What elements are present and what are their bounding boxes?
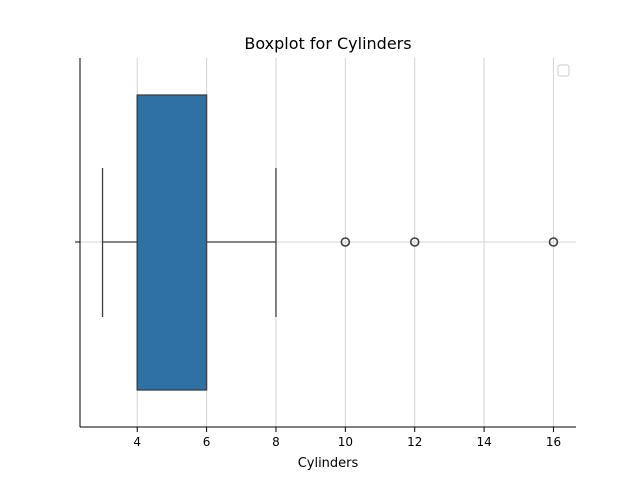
x-tick-label-6: 6: [203, 435, 211, 449]
x-tick-label-8: 8: [272, 435, 280, 449]
legend-box: [557, 64, 570, 77]
x-tick-label-16: 16: [546, 435, 561, 449]
axes: [75, 58, 576, 428]
x-tick-label-14: 14: [476, 435, 491, 449]
outlier-point-12: [409, 237, 420, 247]
x-tick-label-12: 12: [407, 435, 422, 449]
outlier-point-16: [548, 237, 559, 247]
x-tick-label-10: 10: [338, 435, 353, 449]
chart-title: Boxplot for Cylinders: [244, 34, 411, 53]
iqr-box: [136, 94, 208, 391]
x-ticks: 4 6 8 10 12 14 16: [133, 427, 561, 449]
outlier-point-10: [340, 237, 351, 247]
plot-area: [101, 94, 559, 391]
x-tick-label-4: 4: [133, 435, 141, 449]
x-axis-label: Cylinders: [298, 456, 359, 471]
